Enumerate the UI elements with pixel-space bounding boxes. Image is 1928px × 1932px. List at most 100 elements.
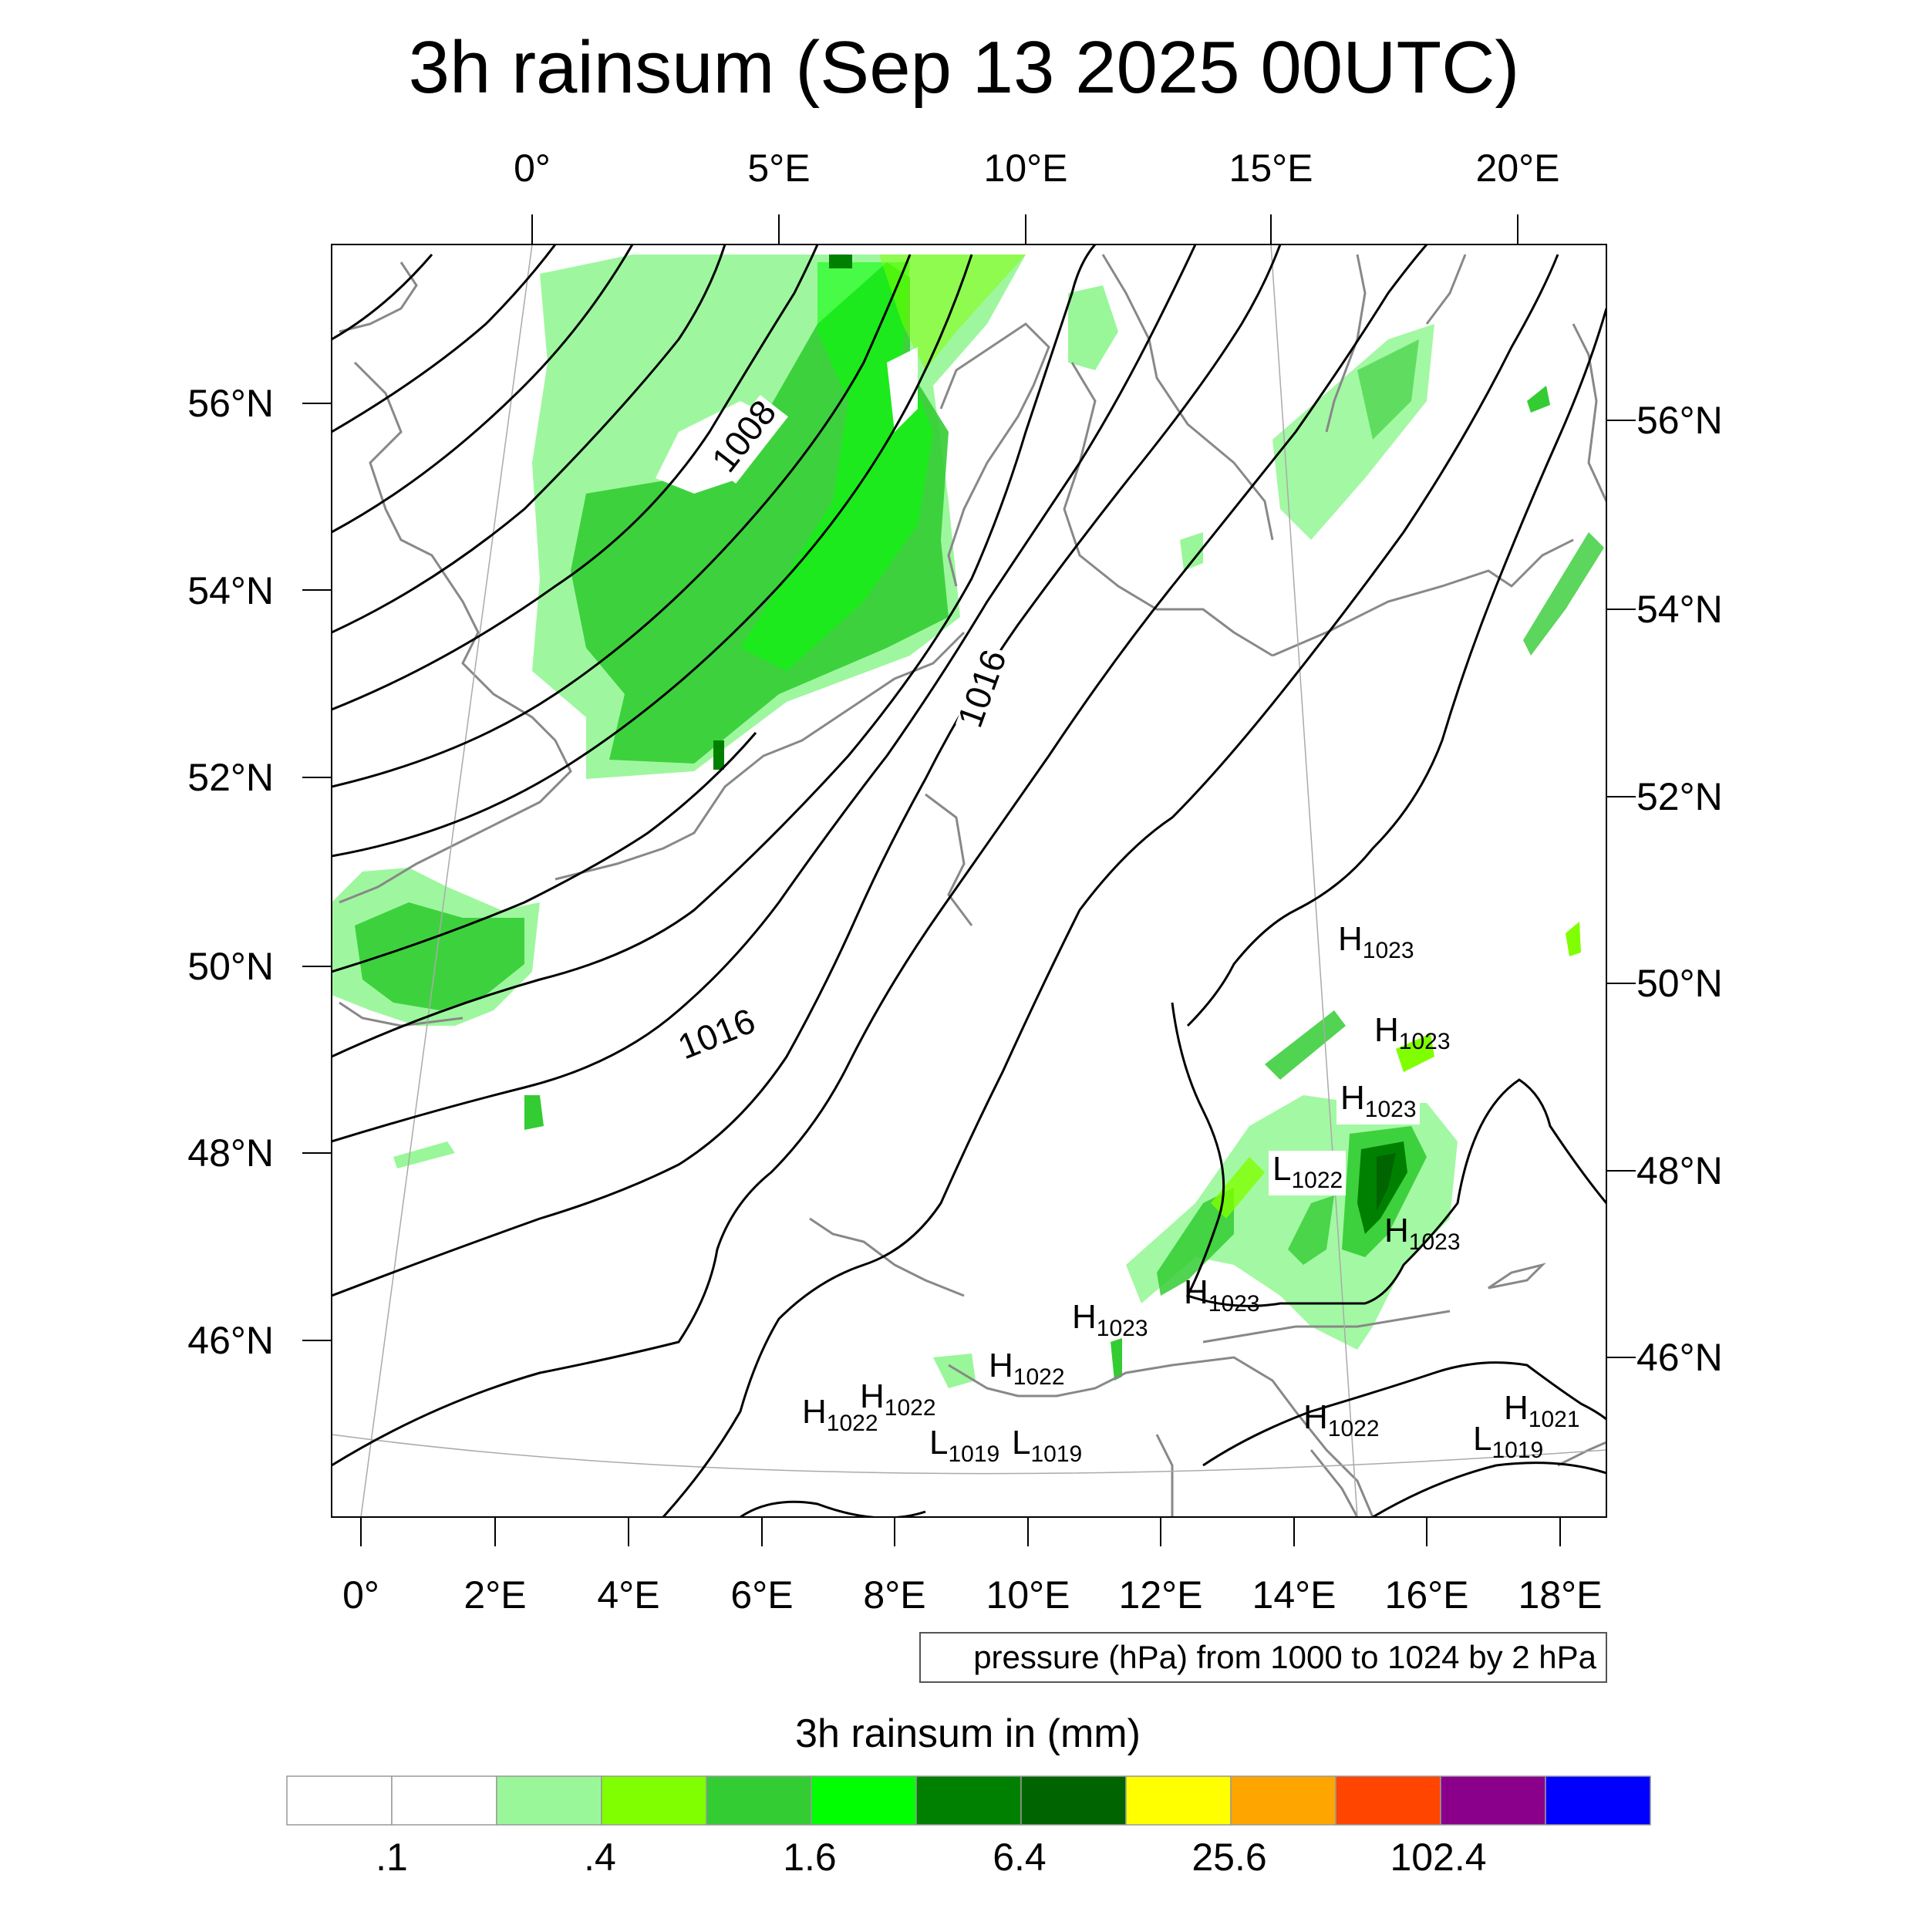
- isobars: [332, 244, 1606, 1517]
- rain-area-italy-n: [933, 1354, 976, 1388]
- pressure-center-high: H1023: [1072, 1298, 1148, 1341]
- rain-cell-dark: [829, 255, 852, 268]
- left-tick-label: 54°N: [187, 569, 274, 612]
- colorbar-label: 25.6: [1192, 1836, 1266, 1879]
- right-tick-label: 48°N: [1636, 1149, 1723, 1192]
- pressure-center-high: H1023: [1184, 1273, 1260, 1317]
- colorbar-swatch: [706, 1775, 812, 1826]
- colorbar-swatch: [1440, 1775, 1546, 1826]
- colorbar-swatches: [286, 1775, 1651, 1826]
- top-tick-label: 20°E: [1476, 147, 1560, 190]
- colorbar-swatch: [391, 1775, 497, 1826]
- pressure-note-text: pressure (hPa) from 1000 to 1024 by 2 hP…: [973, 1639, 1596, 1675]
- top-lon-ticks: 0° 5°E 10°E 15°E 20°E: [514, 147, 1559, 244]
- chart-title: 3h rainsum (Sep 13 2025 00UTC): [409, 26, 1520, 109]
- bottom-tick-label: 18°E: [1518, 1573, 1603, 1617]
- left-tick-label: 52°N: [187, 756, 274, 799]
- colorbar-swatch: [1125, 1775, 1232, 1826]
- colorbar-swatch: [601, 1775, 707, 1826]
- pressure-center-high: H1023: [1338, 920, 1414, 963]
- rain-area-baltic-core: [1357, 339, 1419, 440]
- map-area: 1008 1016 1016 H1023 H1023 H1023 L1022 H…: [332, 244, 1606, 1517]
- colorbar-label: 6.4: [993, 1836, 1047, 1879]
- rain-area-denmark: [1068, 285, 1118, 370]
- pressure-center-low: L1022: [1272, 1150, 1343, 1193]
- left-tick-label: 48°N: [187, 1131, 274, 1175]
- right-tick-label: 50°N: [1636, 962, 1723, 1005]
- bottom-tick-label: 4°E: [597, 1573, 659, 1617]
- bottom-tick-label: 8°E: [863, 1573, 925, 1617]
- rain-area-alps-2: [1396, 1033, 1434, 1072]
- bottom-tick-label: 16°E: [1385, 1573, 1469, 1617]
- rain-area-italy-n2: [1111, 1338, 1122, 1381]
- bottom-lon-ticks: 0° 2°E 4°E 6°E 8°E 10°E 12°E 14°E 16°E 1…: [342, 1517, 1602, 1617]
- pressure-center-low: L1019: [1012, 1424, 1082, 1467]
- colorbar-swatch: [1335, 1775, 1441, 1826]
- colorbar-labels: .1 .4 1.6 6.4 25.6 102.4: [376, 1836, 1486, 1879]
- pressure-center-high: H1022: [802, 1393, 878, 1436]
- pressure-note: pressure (hPa) from 1000 to 1024 by 2 hP…: [919, 1632, 1607, 1683]
- colorbar-swatch: [915, 1775, 1022, 1826]
- pressure-center-high: H1023: [1374, 1011, 1451, 1054]
- left-tick-label: 46°N: [187, 1319, 274, 1362]
- right-tick-label: 52°N: [1636, 775, 1723, 818]
- colorbar-swatch: [1545, 1775, 1651, 1826]
- bottom-tick-label: 6°E: [730, 1573, 793, 1617]
- rain-area-north-sea-light: [879, 255, 1026, 370]
- rain-area-alps-5: [1211, 1157, 1265, 1219]
- graticule: [332, 244, 1606, 1517]
- bottom-tick-label: 12°E: [1119, 1573, 1203, 1617]
- pressure-center-high: H1021: [1504, 1389, 1580, 1432]
- right-tick-label: 56°N: [1636, 399, 1723, 442]
- pressure-centers: H1023 H1023 H1023 L1022 H1023 H1023 H102…: [802, 920, 1580, 1467]
- pressure-center-high: H1022: [860, 1377, 936, 1421]
- rain-area-alps-1: [1265, 1010, 1346, 1080]
- colorbar: 3h rainsum in (mm) .1 .4 1.6 6.4 25.6 10…: [286, 1711, 1651, 1879]
- colorbar-label: 102.4: [1390, 1836, 1486, 1879]
- pressure-center-high: H1023: [1340, 1079, 1417, 1122]
- rain-area-alps-4: [1157, 1188, 1234, 1296]
- rain-area-poland-ne: [1523, 532, 1604, 656]
- top-tick-label: 10°E: [984, 147, 1068, 190]
- right-lat-ticks: 56°N 54°N 52°N 50°N 48°N 46°N: [1606, 399, 1723, 1379]
- rainfall-field: [332, 255, 1604, 1388]
- colorbar-label: .1: [376, 1836, 408, 1879]
- colorbar-swatch: [286, 1775, 393, 1826]
- top-tick-label: 15°E: [1229, 147, 1313, 190]
- left-tick-label: 56°N: [187, 382, 274, 425]
- colorbar-label: 1.6: [783, 1836, 837, 1879]
- bottom-tick-label: 2°E: [463, 1573, 526, 1617]
- rain-area-alps-6: [1288, 1195, 1334, 1265]
- colorbar-swatch: [811, 1775, 917, 1826]
- colorbar-swatch: [1230, 1775, 1336, 1826]
- top-tick-label: 0°: [514, 147, 551, 190]
- pressure-center-low: L1019: [1473, 1420, 1543, 1463]
- right-tick-label: 46°N: [1636, 1336, 1723, 1379]
- pressure-center-high: H1022: [1303, 1398, 1380, 1441]
- map-frame: [331, 244, 1607, 1518]
- left-lat-ticks: 56°N 54°N 52°N 50°N 48°N 46°N: [187, 382, 332, 1362]
- right-tick-label: 54°N: [1636, 588, 1723, 631]
- pressure-center-high: H1023: [1384, 1212, 1461, 1255]
- rain-area-lithuania: [1527, 386, 1550, 413]
- rain-area-poland-small: [1180, 532, 1203, 571]
- rain-cell-dark: [713, 740, 724, 770]
- colorbar-title: 3h rainsum in (mm): [795, 1711, 1141, 1756]
- rain-area-alps-darker: [1377, 1153, 1396, 1211]
- bottom-tick-label: 10°E: [986, 1573, 1070, 1617]
- top-tick-label: 5°E: [747, 147, 810, 190]
- bottom-tick-label: 14°E: [1252, 1573, 1336, 1617]
- rain-area-channel-core: [355, 902, 524, 1010]
- colorbar-swatch: [496, 1775, 602, 1826]
- rain-area-france: [524, 1095, 544, 1130]
- rain-area-czech: [1566, 922, 1581, 956]
- pressure-center-high: H1022: [989, 1347, 1065, 1390]
- left-tick-label: 50°N: [187, 945, 274, 988]
- bottom-tick-label: 0°: [342, 1573, 379, 1617]
- colorbar-swatch: [1020, 1775, 1127, 1826]
- rain-area-north-sea-bright: [740, 262, 933, 671]
- colorbar-label: .4: [584, 1836, 616, 1879]
- pressure-center-low: L1019: [929, 1424, 999, 1467]
